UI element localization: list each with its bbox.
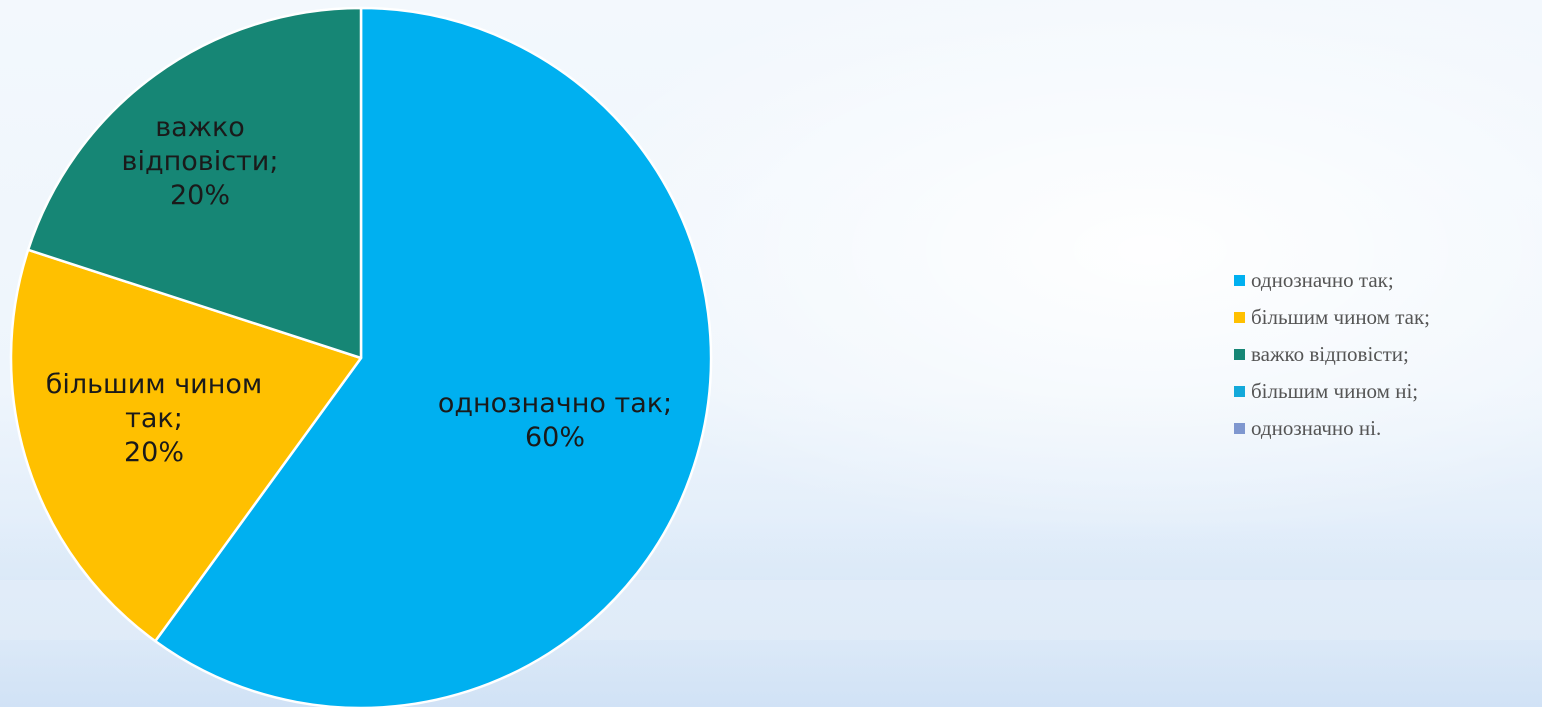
legend-swatch [1234,275,1245,286]
legend-swatch [1234,386,1245,397]
slice-data-label: важко відповісти; 20% [122,112,279,211]
legend-swatch [1234,312,1245,323]
chart-legend: однозначно так; більшим чином так; важко… [1234,262,1534,447]
pie-slice [9,248,363,643]
legend-label: однозначно ні. [1251,416,1382,440]
legend-item: однозначно так; [1234,262,1534,299]
slice-data-label: однозначно так; 60% [438,388,672,453]
legend-item: більшим чином ні; [1234,373,1534,410]
slice-data-label: більшим чином так; 20% [46,369,263,468]
pie-chart: однозначно так; 60% більшим чином так; 20% ва… [9,6,713,707]
legend-swatch [1234,349,1245,360]
pie-slice [26,6,363,360]
legend-label: важко відповісти; [1251,342,1409,366]
legend-label: однозначно так; [1251,268,1394,292]
legend-label: більшим чином ні; [1251,379,1419,403]
legend-item: важко відповісти; [1234,336,1534,373]
legend-swatch [1234,423,1245,434]
legend-label: більшим чином так; [1251,305,1430,329]
legend-item: більшим чином так; [1234,299,1534,336]
legend-item: однозначно ні. [1234,410,1534,447]
pie-slice [154,6,713,707]
